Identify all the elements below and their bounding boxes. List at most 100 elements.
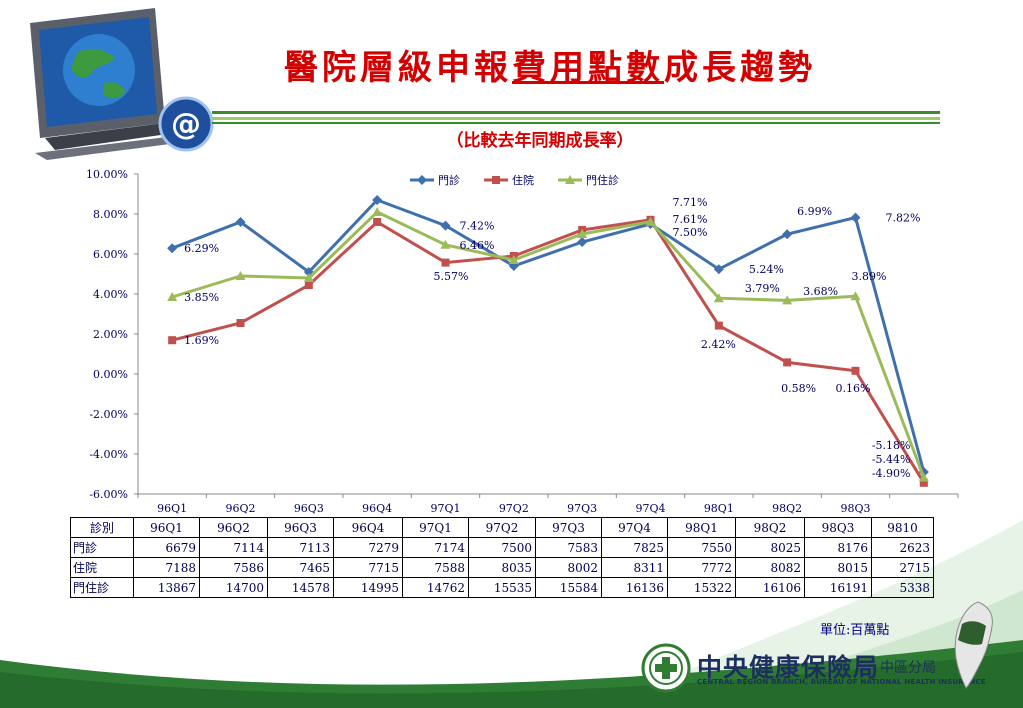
series-3-point [577, 229, 588, 238]
series-line-2 [171, 218, 926, 484]
table-cell: 7586 [199, 557, 268, 578]
growth-line-chart: 10.00% 8.00% 6.00% 4.00% 2.00% 0.00% -2.00% -4.… [86, 168, 959, 515]
table-row: 門住診 13867 14700 14578 14995 14762 15535 15584 16… [70, 577, 934, 598]
series-1-point [782, 229, 793, 240]
table-cell: 7500 [468, 537, 536, 558]
x-tick-label: 98Q2 [772, 502, 802, 515]
series-2-point [851, 366, 860, 375]
data-label: 7.61% [673, 213, 708, 226]
table-header-cell: 97Q3 [535, 517, 602, 538]
y-tick-label: -2.00% [89, 408, 128, 421]
table-header-cell: 98Q1 [667, 517, 736, 538]
series-3-point [235, 271, 246, 280]
x-tick-label: 97Q3 [567, 502, 597, 515]
table-cell: 2623 [871, 537, 934, 558]
data-table: 診別 96Q1 96Q2 96Q3 96Q4 97Q1 97Q2 97Q3 97Q4 98Q1 98… [70, 517, 934, 598]
x-tick-label: 97Q4 [635, 502, 665, 515]
series-1-point [850, 212, 861, 223]
title-part-2: 費用點數 [512, 48, 664, 88]
data-label: 5.24% [749, 263, 784, 276]
table-header-cell: 診別 [70, 517, 134, 538]
data-label: -4.90% [872, 467, 911, 480]
table-row: 住院 7188 7586 7465 7715 7588 8035 8002 8311 7772 80… [70, 557, 934, 578]
table-cell: 16191 [804, 577, 872, 598]
at-sign-icon: @ [158, 96, 214, 152]
page-number: 6 [494, 668, 503, 684]
table-cell: 14578 [267, 577, 334, 598]
data-label: 3.89% [852, 270, 887, 283]
table-cell: 13867 [133, 577, 200, 598]
y-tick-label: -6.00% [89, 488, 128, 501]
legend-marker-1 [417, 175, 427, 185]
series-3-point [508, 255, 519, 264]
data-label: 6.29% [184, 242, 219, 255]
series-2-point [168, 336, 177, 345]
series-2-point [236, 319, 245, 327]
table-cell: 15322 [667, 577, 736, 598]
series-1-point [713, 264, 724, 275]
legend-label-1: 門診 [438, 173, 460, 187]
page-title: 醫院層級申報費用點數成長趨勢 [200, 40, 900, 89]
globe-monitor-icon [30, 8, 185, 160]
data-label: -5.18% [872, 439, 911, 452]
series-2-point [304, 281, 313, 289]
table-cell: 14700 [199, 577, 268, 598]
data-label: 7.50% [673, 226, 708, 239]
table-cell: 7588 [402, 557, 469, 578]
table-cell: 15584 [535, 577, 602, 598]
table-cell: 7188 [133, 557, 200, 578]
title-rule-light [212, 117, 940, 120]
y-tick-label: -4.00% [89, 448, 128, 461]
table-cell: 7114 [199, 537, 268, 558]
series-1-point [235, 217, 246, 227]
series-2-point [714, 321, 723, 330]
legend-marker-3 [565, 175, 575, 184]
chart-subtitle: （比較去年同期成長率） [446, 131, 634, 151]
x-tick-label: 97Q1 [430, 502, 460, 515]
table-cell: 8035 [468, 557, 536, 578]
x-tick-label: 96Q1 [157, 502, 187, 515]
table-header-cell: 9810 [871, 517, 934, 538]
x-tick-label: 96Q2 [225, 502, 255, 515]
table-cell: 6679 [133, 537, 200, 558]
title-part-1: 醫院層級申報 [284, 48, 512, 88]
table-cell: 7583 [535, 537, 602, 558]
data-label: 0.58% [781, 382, 816, 395]
x-tick-label: 96Q4 [362, 502, 392, 515]
data-label: 3.85% [184, 291, 219, 304]
table-header-cell: 97Q4 [601, 517, 668, 538]
series-3-point [645, 216, 656, 226]
taiwan-map-icon [954, 601, 993, 689]
table-cell: 8002 [535, 557, 602, 578]
table-cell: 15535 [468, 577, 536, 598]
y-tick-label: 4.00% [93, 288, 128, 301]
unit-label: 單位:百萬點 [820, 623, 890, 638]
table-header-cell: 97Q1 [402, 517, 469, 538]
table-cell: 5338 [871, 577, 934, 598]
table-row: 門診 6679 7114 7113 7279 7174 7500 7583 7825 7550 80… [70, 537, 934, 558]
data-label: -5.44% [872, 453, 911, 466]
series-2-point [441, 258, 450, 267]
series-3-point [918, 472, 929, 482]
table-cell: 8311 [601, 557, 668, 578]
table-header-cell: 96Q1 [133, 517, 200, 538]
table-cell: 7174 [402, 537, 469, 558]
table-row-label: 門診 [70, 537, 134, 558]
data-label: 7.42% [460, 220, 495, 233]
series-1-point [167, 243, 178, 254]
data-label: 5.57% [434, 270, 469, 283]
y-tick-label: 6.00% [93, 248, 128, 261]
org-english-name: CENTRAL REGION BRANCH, BUREAU OF NATIONA… [697, 678, 986, 686]
series-2-point [783, 358, 792, 367]
data-label: 3.79% [745, 282, 780, 295]
y-tick-label: 0.00% [93, 368, 128, 381]
data-label: 2.42% [701, 338, 736, 351]
series-2-point [373, 218, 382, 226]
data-label: 7.71% [673, 196, 708, 209]
table-header-cell: 96Q4 [333, 517, 403, 538]
series-1-point [440, 220, 451, 231]
series-3-point [440, 239, 451, 249]
y-tick-label: 8.00% [93, 208, 128, 221]
table-row-label: 門住診 [70, 577, 134, 598]
